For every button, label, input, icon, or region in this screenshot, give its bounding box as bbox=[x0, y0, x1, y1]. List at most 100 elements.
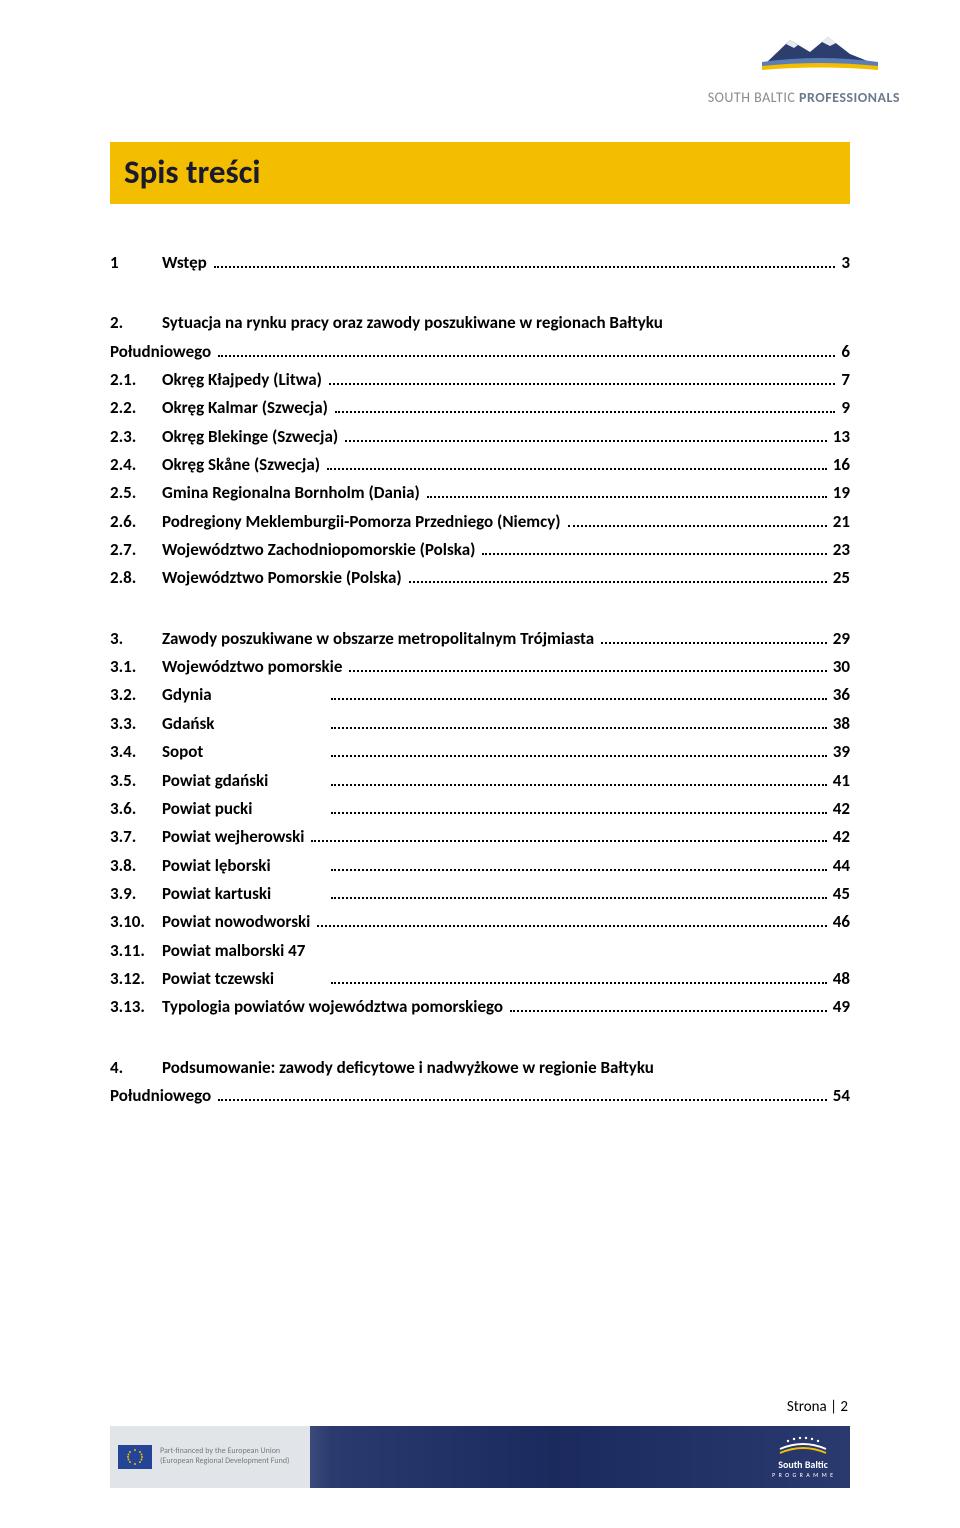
toc-num: 2.6. bbox=[110, 509, 162, 535]
toc-page: 42 bbox=[830, 796, 850, 822]
toc-num: 2. bbox=[110, 310, 162, 336]
toc-num: 2.3. bbox=[110, 424, 162, 450]
toc-label: Powiat malborski 47 bbox=[162, 938, 309, 964]
footer-sb-line1: South Baltic bbox=[772, 1458, 834, 1471]
toc-page: 41 bbox=[830, 768, 850, 794]
toc-page: 9 bbox=[838, 395, 850, 421]
logo-graphic bbox=[740, 30, 900, 80]
toc-dots bbox=[331, 727, 827, 729]
toc-page: 21 bbox=[830, 509, 850, 535]
toc-entry: 2.5.Gmina Regionalna Bornholm (Dania)19 bbox=[110, 480, 850, 506]
toc-label: Okręg Kalmar (Szwecja) bbox=[162, 395, 332, 421]
toc-dots bbox=[329, 383, 835, 385]
toc-entry: 2.2.Okręg Kalmar (Szwecja) 9 bbox=[110, 395, 850, 421]
toc-entry: 3.2.Gdynia36 bbox=[110, 682, 850, 708]
page-number: Strona | 2 bbox=[787, 1398, 848, 1416]
title-bar: Spis treści bbox=[110, 142, 850, 204]
toc-num: 3.10. bbox=[110, 909, 162, 935]
toc-dots bbox=[331, 755, 827, 757]
toc-dots bbox=[331, 869, 827, 871]
logo-text: SOUTH BALTIC PROFESSIONALS bbox=[708, 89, 900, 106]
toc-num: 3.1. bbox=[110, 654, 162, 680]
table-of-contents: 1Wstęp32.Sytuacja na rynku pracy oraz za… bbox=[110, 250, 850, 1109]
toc-label: Powiat tczewski bbox=[162, 966, 328, 992]
south-baltic-icon bbox=[778, 1435, 828, 1457]
toc-entry: 2.8.Województwo Pomorskie (Polska)25 bbox=[110, 565, 850, 591]
toc-page: 36 bbox=[830, 682, 850, 708]
toc-page: 19 bbox=[830, 480, 850, 506]
toc-num: 4. bbox=[110, 1055, 162, 1081]
toc-page: 30 bbox=[830, 654, 850, 680]
toc-dots bbox=[335, 411, 835, 413]
toc-label: Województwo pomorskie bbox=[162, 654, 346, 680]
toc-label: Okręg Skåne (Szwecja) bbox=[162, 452, 324, 478]
toc-entry: 3.6.Powiat pucki42 bbox=[110, 796, 850, 822]
toc-label: Sytuacja na rynku pracy oraz zawody posz… bbox=[162, 310, 667, 336]
toc-num: 3.9. bbox=[110, 881, 162, 907]
toc-num: 3.5. bbox=[110, 768, 162, 794]
toc-entry: 3.1.Województwo pomorskie 30 bbox=[110, 654, 850, 680]
toc-page: 39 bbox=[830, 739, 850, 765]
toc-entry-cont: Południowego54 bbox=[110, 1083, 850, 1109]
toc-page: 29 bbox=[830, 626, 850, 652]
toc-num: 2.1. bbox=[110, 367, 162, 393]
page-title: Spis treści bbox=[124, 152, 836, 192]
toc-entry: 3.9.Powiat kartuski45 bbox=[110, 881, 850, 907]
toc-entry: 4.Podsumowanie: zawody deficytowe i nadw… bbox=[110, 1055, 850, 1081]
header-logo: SOUTH BALTIC PROFESSIONALS bbox=[708, 30, 900, 106]
toc-num: 3.11. bbox=[110, 938, 162, 964]
footer-eu-line2: (European Regional Development Fund) bbox=[160, 1457, 289, 1467]
toc-dots bbox=[317, 925, 826, 927]
toc-label: Gdańsk bbox=[162, 711, 328, 737]
toc-label: Sopot bbox=[162, 739, 328, 765]
toc-dots bbox=[601, 642, 827, 644]
footer-south-baltic: South Baltic P R O G R A M M E bbox=[772, 1435, 834, 1479]
toc-entry: 2.1.Okręg Kłajpedy (Litwa)7 bbox=[110, 367, 850, 393]
logo-text-bold: PROFESSIONALS bbox=[799, 89, 900, 106]
toc-dots bbox=[311, 840, 826, 842]
toc-page: 49 bbox=[830, 994, 850, 1020]
toc-num: 2.4. bbox=[110, 452, 162, 478]
toc-page: 44 bbox=[830, 853, 850, 879]
toc-dots bbox=[568, 525, 827, 527]
toc-entry: 3.12.Powiat tczewski48 bbox=[110, 966, 850, 992]
toc-page: 54 bbox=[830, 1083, 850, 1109]
toc-label: Województwo Pomorskie (Polska) bbox=[162, 565, 406, 591]
toc-num: 2.2. bbox=[110, 395, 162, 421]
toc-label: Zawody poszukiwane w obszarze metropolit… bbox=[162, 626, 598, 652]
toc-num: 2.7. bbox=[110, 537, 162, 563]
toc-num: 1 bbox=[110, 250, 162, 276]
toc-label: Wstęp bbox=[162, 250, 211, 276]
toc-dots bbox=[218, 355, 835, 357]
toc-entry: 2.7.Województwo Zachodniopomorskie (Pols… bbox=[110, 537, 850, 563]
toc-page: 13 bbox=[830, 424, 850, 450]
toc-dots bbox=[510, 1010, 827, 1012]
toc-label: Powiat pucki bbox=[162, 796, 328, 822]
toc-entry: 3.7.Powiat wejherowski42 bbox=[110, 824, 850, 850]
toc-entry-cont: Południowego6 bbox=[110, 339, 850, 365]
footer-eu-text: Part-financed by the European Union (Eur… bbox=[160, 1447, 289, 1466]
toc-label: Podsumowanie: zawody deficytowe i nadwyż… bbox=[162, 1055, 658, 1081]
toc-page: 45 bbox=[830, 881, 850, 907]
eu-flag-icon bbox=[118, 1445, 152, 1469]
toc-label: Powiat lęborski bbox=[162, 853, 328, 879]
toc-entry: 3.Zawody poszukiwane w obszarze metropol… bbox=[110, 626, 850, 652]
footer-sb-line2: P R O G R A M M E bbox=[772, 1471, 834, 1479]
toc-label: Powiat gdański bbox=[162, 768, 328, 794]
toc-page: 38 bbox=[830, 711, 850, 737]
toc-label: Powiat nowodworski bbox=[162, 909, 314, 935]
toc-page: 42 bbox=[830, 824, 850, 850]
toc-page: 16 bbox=[830, 452, 850, 478]
toc-dots bbox=[218, 1099, 827, 1101]
toc-label: Okręg Kłajpedy (Litwa) bbox=[162, 367, 326, 393]
toc-page: 23 bbox=[830, 537, 850, 563]
toc-dots bbox=[327, 468, 827, 470]
toc-dots bbox=[409, 581, 827, 583]
footer-eu-block: Part-financed by the European Union (Eur… bbox=[110, 1426, 310, 1488]
toc-num: 3.3. bbox=[110, 711, 162, 737]
toc-dots bbox=[482, 553, 826, 555]
toc-num: 3.7. bbox=[110, 824, 162, 850]
toc-entry: 3.4.Sopot39 bbox=[110, 739, 850, 765]
toc-entry: 3.11.Powiat malborski 47 bbox=[110, 938, 850, 964]
toc-dots bbox=[349, 670, 826, 672]
